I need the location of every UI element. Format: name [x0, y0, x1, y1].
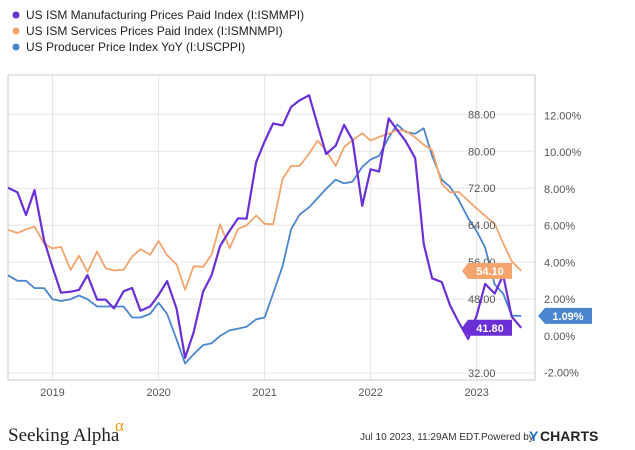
alpha-symbol: α [115, 416, 124, 435]
plot-area [7, 74, 536, 381]
end-tag-value: 1.09% [552, 311, 583, 323]
x-axis-tick: 2019 [40, 387, 64, 399]
ycharts-logo-y: Y [529, 428, 539, 444]
left-axis-tick: 32.00 [468, 368, 496, 380]
x-axis-tick: 2021 [252, 387, 276, 399]
x-axis-tick: 2022 [358, 387, 382, 399]
right-axis-tick: 0.00% [544, 331, 575, 343]
legend-marker [12, 11, 20, 19]
axis-ticks: 88.0080.0072.0064.0056.0048.0032.0020192… [40, 109, 581, 399]
series-line-2 [7, 129, 522, 291]
legend-marker [12, 43, 20, 51]
x-axis-tick: 2023 [464, 387, 488, 399]
right-axis-tick: 4.00% [544, 257, 575, 269]
right-axis-tick: 12.00% [544, 110, 582, 122]
legend-label: US Producer Price Index YoY (I:USCPPI) [26, 40, 245, 54]
legend: US ISM Manufacturing Prices Paid Index (… [12, 8, 304, 54]
end-tag-value: 41.80 [476, 323, 504, 335]
end-tag-3: 1.09% [538, 307, 592, 324]
legend-label: US ISM Services Prices Paid Index (I:ISM… [26, 24, 283, 38]
series-line-1 [7, 94, 523, 359]
series-lines [7, 94, 523, 365]
right-axis-tick: 10.00% [544, 147, 582, 159]
end-value-tags: 41.80 54.10 1.09% [462, 262, 592, 336]
gridlines [8, 75, 535, 380]
x-axis-tick: 2020 [146, 387, 170, 399]
end-tag-1: 41.80 [462, 319, 512, 336]
right-axis-tick: 6.00% [544, 221, 575, 233]
right-axis-tick: -2.00% [544, 368, 579, 380]
ycharts-logo-text: CHARTS [540, 428, 598, 444]
left-axis-tick: 64.00 [468, 220, 496, 232]
left-axis-tick: 88.00 [468, 109, 496, 121]
right-axis-tick: 8.00% [544, 184, 575, 196]
left-axis-tick: 48.00 [468, 294, 496, 306]
legend-label: US ISM Manufacturing Prices Paid Index (… [26, 8, 304, 22]
left-axis-tick: 72.00 [468, 183, 496, 195]
left-axis-tick: 80.00 [468, 146, 496, 158]
right-axis-tick: 2.00% [544, 294, 575, 306]
legend-marker [12, 27, 20, 35]
end-tag-value: 54.10 [476, 266, 504, 278]
powered-by-label: Powered by [481, 432, 534, 443]
timestamp: Jul 10 2023, 11:29AM EDT. [360, 432, 481, 443]
end-tag-2: 54.10 [462, 262, 512, 279]
seeking-alpha-logo: Seeking Alpha [8, 425, 120, 446]
